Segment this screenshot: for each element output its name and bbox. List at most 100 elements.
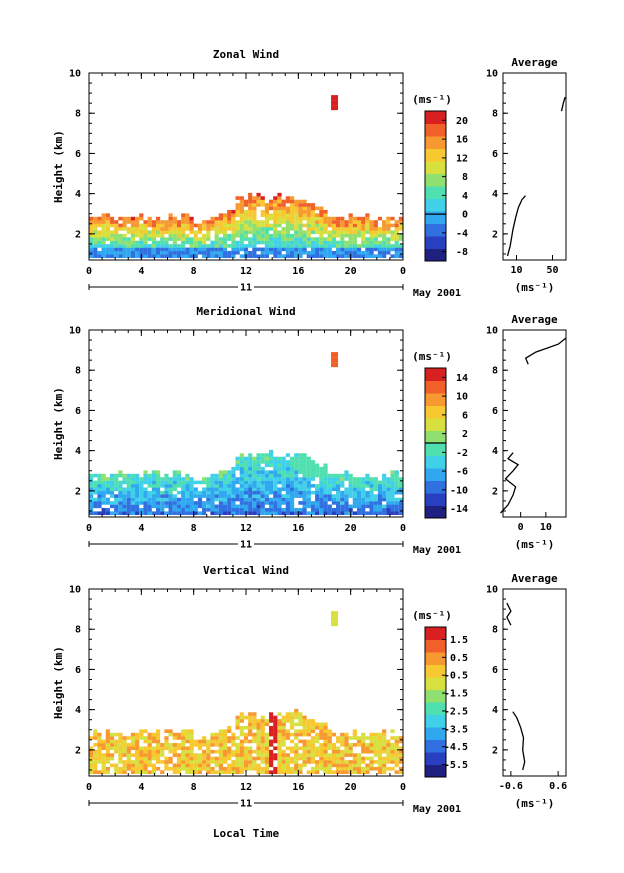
heatmap-cell	[281, 484, 286, 488]
heatmap-cell	[235, 213, 240, 217]
heatmap-cell	[151, 470, 156, 474]
heatmap-cell	[315, 725, 320, 730]
heatmap-cell	[109, 237, 115, 241]
avg-y-tick-label: 10	[486, 585, 498, 596]
heatmap-cell	[252, 487, 257, 492]
heatmap-cell	[327, 247, 332, 252]
heatmap-cell	[122, 250, 127, 255]
heatmap-cell	[151, 494, 156, 498]
heatmap-cell	[334, 621, 339, 627]
heatmap-cell	[260, 490, 265, 495]
heatmap-cell	[344, 739, 349, 744]
heatmap-cell	[315, 237, 320, 241]
heatmap-cell	[218, 729, 223, 733]
heatmap-cell	[294, 250, 299, 255]
heatmap-cell	[298, 466, 303, 471]
heatmap-cell	[218, 732, 223, 737]
heatmap-cell	[319, 746, 324, 751]
heatmap-cell	[310, 739, 316, 744]
heatmap-cell	[252, 216, 257, 221]
heatmap-cell	[227, 250, 232, 255]
heatmap-cell	[218, 230, 223, 235]
heatmap-cell	[331, 611, 336, 617]
heatmap-cell	[373, 230, 378, 235]
heatmap-cell	[377, 766, 383, 771]
heatmap-cell	[202, 494, 207, 498]
heatmap-cell	[143, 729, 148, 733]
heatmap-cell	[126, 244, 131, 248]
heatmap-cell	[302, 756, 307, 761]
heatmap-cell	[139, 223, 144, 228]
heatmap-cell	[114, 223, 119, 228]
heatmap-cell	[155, 511, 161, 515]
colorbar-segment	[425, 418, 446, 431]
heatmap-cell	[264, 736, 270, 740]
heatmap-cell	[118, 490, 123, 495]
heatmap-cell	[227, 216, 232, 221]
heatmap-cell	[214, 230, 219, 235]
heatmap-cell	[285, 209, 290, 214]
heatmap-cell	[390, 487, 395, 492]
heatmap-cell	[394, 223, 399, 228]
heatmap-cell	[386, 250, 391, 255]
heatmap-cell	[264, 760, 270, 764]
heatmap-cell	[327, 494, 332, 498]
heatmap-cell	[214, 244, 219, 248]
heatmap-cell	[126, 473, 131, 478]
heatmap-cell	[334, 357, 339, 363]
heatmap-cell	[264, 756, 270, 761]
heatmap-cell	[143, 247, 148, 252]
heatmap-cell	[181, 511, 186, 515]
heatmap-cell	[97, 746, 102, 751]
heatmap-cell	[281, 240, 286, 245]
heatmap-cell	[289, 247, 295, 252]
heatmap-cell	[239, 753, 244, 757]
heatmap-cell	[231, 753, 236, 757]
heatmap-cell	[130, 250, 136, 255]
heatmap-cell	[231, 254, 236, 258]
heatmap-cell	[377, 743, 383, 747]
heatmap-cell	[327, 763, 332, 768]
heatmap-cell	[235, 746, 240, 751]
heatmap-cell	[277, 456, 282, 461]
heatmap-cell	[269, 244, 274, 248]
heatmap-cell	[105, 760, 110, 764]
heatmap-cell	[97, 484, 102, 488]
heatmap-cell	[172, 753, 177, 757]
heatmap-cell	[202, 507, 207, 512]
heatmap-cell	[239, 213, 244, 217]
heatmap-cell	[252, 463, 257, 468]
heatmap-cell	[139, 233, 144, 238]
heatmap-cell	[260, 487, 265, 492]
heatmap-cell	[256, 753, 261, 757]
heatmap-cell	[181, 244, 186, 248]
heatmap-cell	[289, 760, 295, 764]
heatmap-cell	[126, 250, 131, 255]
heatmap-cell	[289, 473, 295, 478]
avg-y-tick-label: 6	[492, 149, 498, 160]
heatmap-cell	[310, 760, 316, 764]
heatmap-cell	[361, 244, 366, 248]
heatmap-cell	[319, 220, 324, 224]
heatmap-cell	[243, 216, 249, 221]
heatmap-cell	[218, 487, 223, 492]
colorbar-segment	[425, 652, 446, 665]
heatmap-cell	[202, 244, 207, 248]
heatmap-cell	[369, 223, 374, 228]
heatmap-cell	[93, 484, 98, 488]
heatmap-cell	[306, 732, 311, 737]
heatmap-cell	[164, 494, 169, 498]
heatmap-cell	[382, 504, 387, 509]
heatmap-cell	[109, 247, 115, 252]
heatmap-cell	[315, 244, 320, 248]
heatmap-cell	[302, 494, 307, 498]
heatmap-cell	[256, 494, 261, 498]
heatmap-cell	[331, 507, 337, 512]
heatmap-cell	[89, 227, 94, 231]
heatmap-cell	[344, 732, 349, 737]
heatmap-cell	[248, 192, 253, 197]
heatmap-cell	[101, 763, 106, 768]
heatmap-cell	[101, 743, 106, 747]
colorbar-tick-label: 0	[462, 210, 468, 221]
heatmap-cell	[361, 749, 366, 754]
